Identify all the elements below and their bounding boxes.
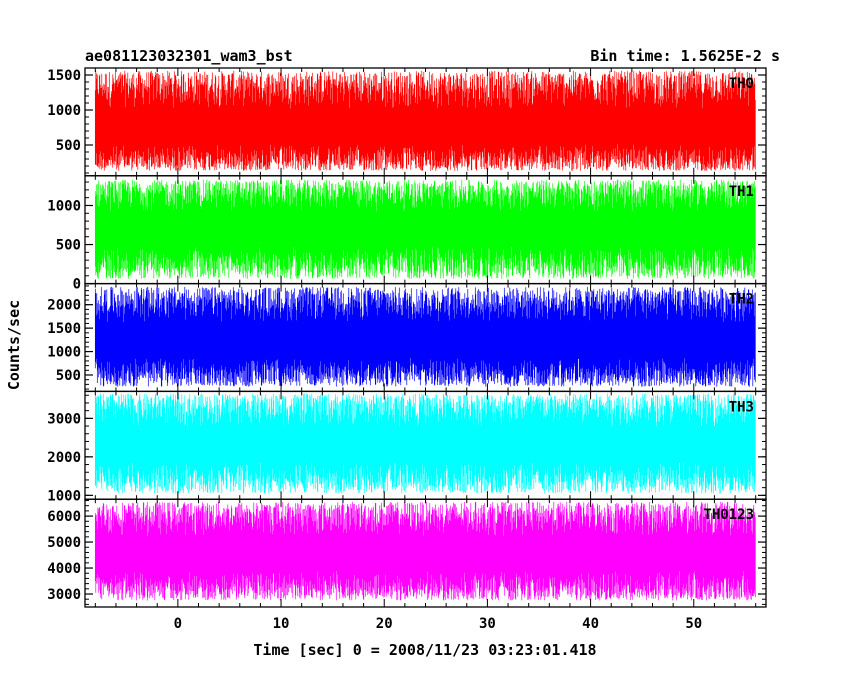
x-tick-label: 20: [376, 616, 393, 632]
y-tick-label: 1500: [47, 321, 81, 337]
panel-th1: 0 500 1000 TH1: [47, 175, 767, 293]
panel-th0123: 3000 4000 5000 6000 TH0123: [47, 498, 767, 608]
y-axis-label: Counts/sec: [5, 300, 23, 390]
y-tick-label: 500: [56, 138, 81, 154]
panel-label: TH3: [729, 399, 754, 415]
panel-label: TH1: [729, 184, 754, 200]
panel-th0: 500 1000 1500 TH0: [47, 67, 767, 177]
panel-label: TH0123: [703, 507, 754, 523]
series-th2: [94, 286, 756, 387]
y-tick-label: 0: [73, 277, 81, 293]
series-th3: [94, 393, 756, 494]
y-tick-label: 1000: [47, 198, 81, 214]
x-tick-label: 50: [685, 616, 702, 632]
series-th0123: [94, 501, 756, 601]
y-tick-label: 500: [56, 368, 81, 384]
panels-group: 500 1000 1500 TH0 0 500 1000 TH1 500 1000 1500 2000…: [47, 67, 767, 608]
x-axis-label: Time [sec] 0 = 2008/11/23 03:23:01.418: [253, 641, 596, 659]
y-tick-label: 500: [56, 238, 81, 254]
y-tick-label: 4000: [47, 561, 81, 577]
y-tick-label: 3000: [47, 411, 81, 427]
y-tick-label: 2000: [47, 450, 81, 466]
series-th1: [94, 179, 756, 279]
x-axis: 0 10 20 30 40 50: [174, 616, 703, 632]
series-th0: [94, 70, 756, 171]
panel-th2: 500 1000 1500 2000 TH2: [47, 282, 767, 393]
y-tick-label: 1000: [47, 103, 81, 119]
panel-label: TH0: [729, 76, 754, 92]
figure-title: ae081123032301_wam3_bst: [85, 47, 293, 65]
y-tick-label: 6000: [47, 509, 81, 525]
y-tick-label: 3000: [47, 587, 81, 603]
x-tick-label: 10: [273, 616, 290, 632]
y-tick-label: 1500: [47, 68, 81, 84]
panel-label: TH2: [729, 292, 754, 308]
panel-th3: 1000 2000 3000 TH3: [47, 390, 767, 504]
bin-time-label: Bin time: 1.5625E-2 s: [590, 47, 780, 65]
y-tick-label: 1000: [47, 488, 81, 504]
x-tick-label: 40: [582, 616, 599, 632]
x-tick-label: 30: [479, 616, 496, 632]
y-tick-label: 2000: [47, 298, 81, 314]
x-tick-label: 0: [174, 616, 182, 632]
y-tick-label: 1000: [47, 345, 81, 361]
y-tick-label: 5000: [47, 535, 81, 551]
